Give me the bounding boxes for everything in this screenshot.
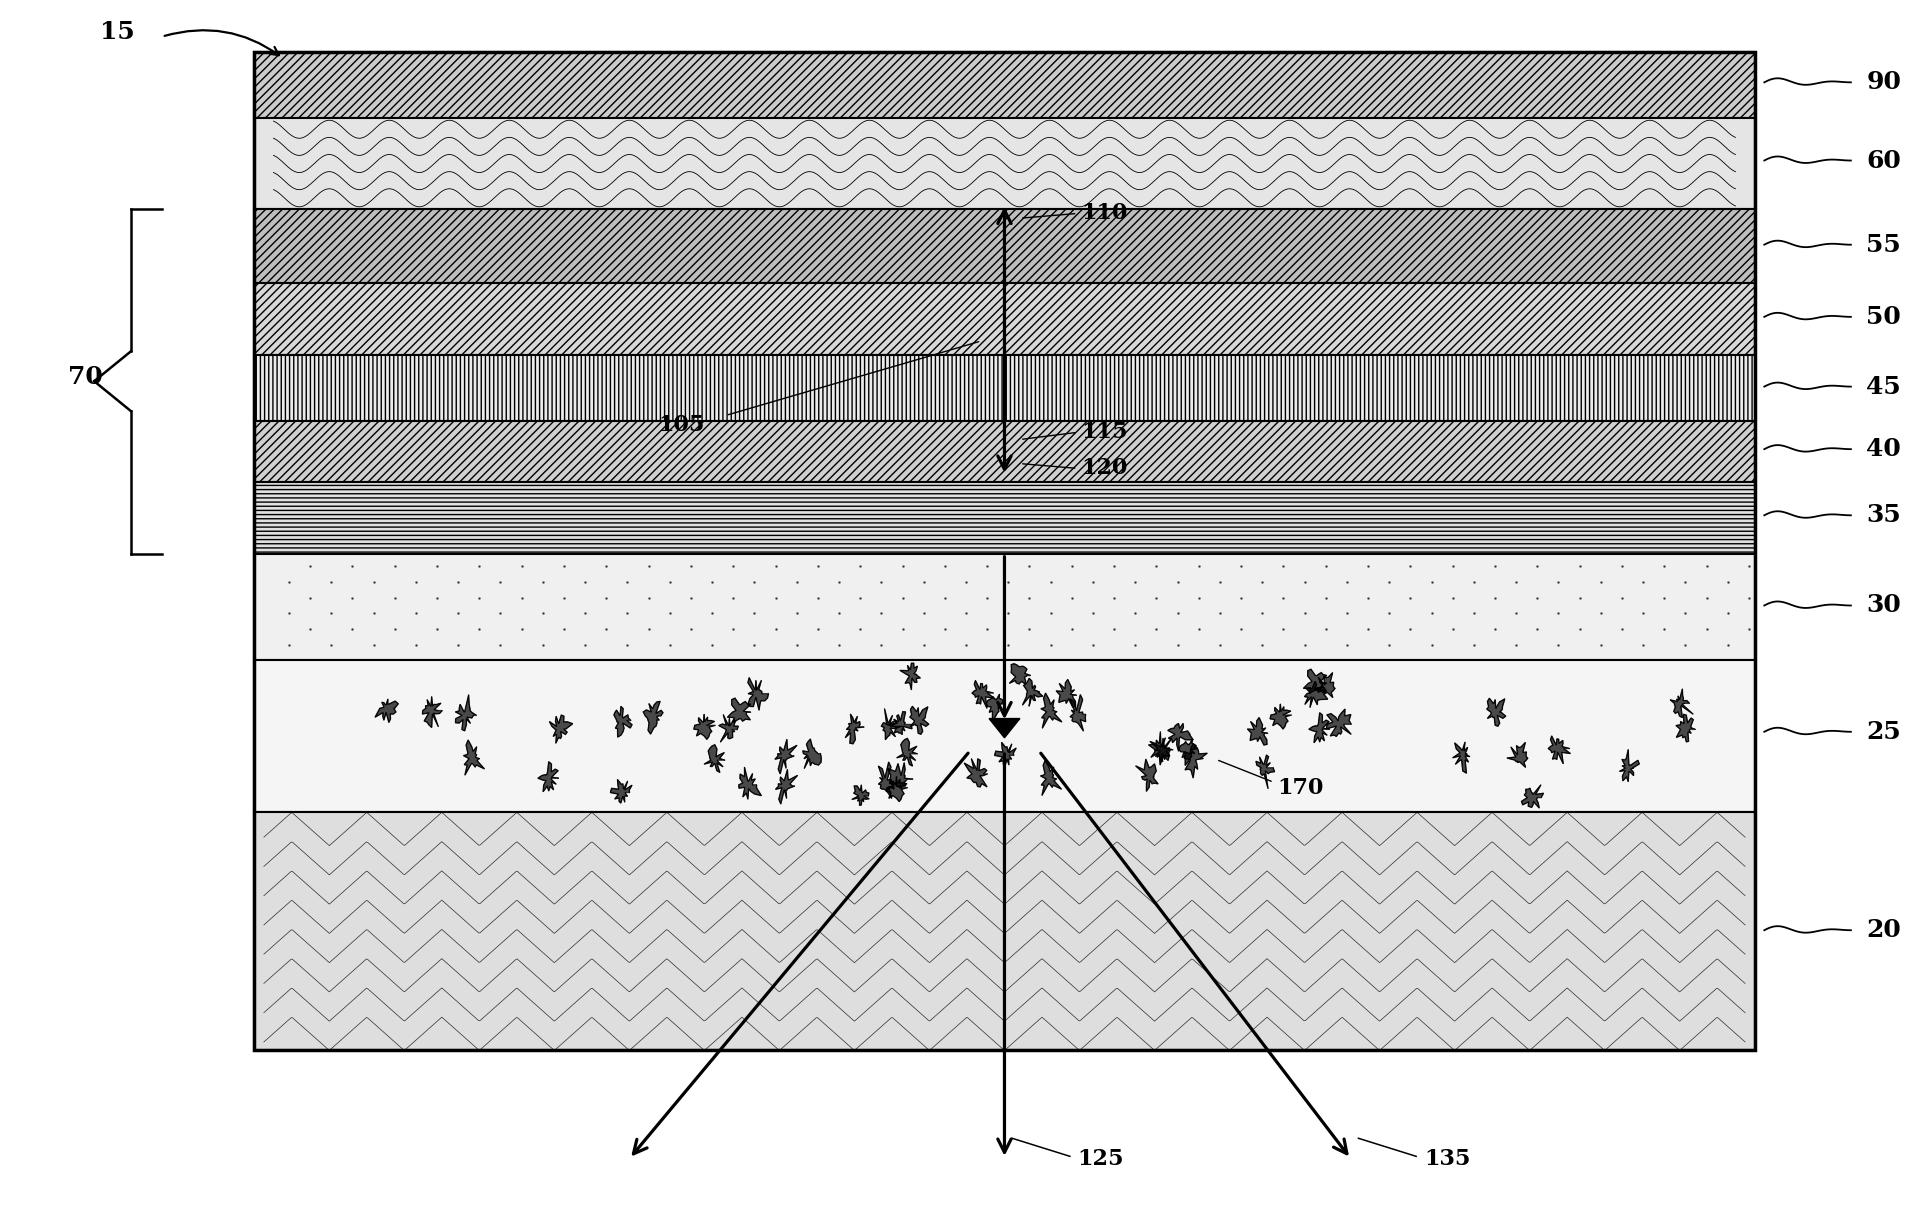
Polygon shape <box>879 762 895 798</box>
Polygon shape <box>1150 737 1173 765</box>
Bar <box>255 421 1754 482</box>
Bar <box>255 482 1754 553</box>
Text: 35: 35 <box>1866 504 1901 527</box>
Polygon shape <box>738 767 761 799</box>
Text: 110: 110 <box>1082 202 1128 224</box>
Polygon shape <box>549 714 572 744</box>
Polygon shape <box>887 763 914 788</box>
Polygon shape <box>775 769 798 804</box>
Bar <box>255 52 1754 119</box>
Polygon shape <box>464 740 485 775</box>
Polygon shape <box>910 706 929 734</box>
Polygon shape <box>423 696 442 728</box>
Polygon shape <box>775 740 798 774</box>
Text: 15: 15 <box>100 19 135 44</box>
Polygon shape <box>1041 693 1063 728</box>
Text: 105: 105 <box>659 414 705 436</box>
Text: 135: 135 <box>1424 1148 1470 1170</box>
Bar <box>255 208 1754 283</box>
Polygon shape <box>375 699 398 723</box>
Polygon shape <box>1522 785 1544 808</box>
Text: 120: 120 <box>1082 458 1128 480</box>
Text: 50: 50 <box>1866 305 1901 329</box>
Text: 90: 90 <box>1866 70 1901 94</box>
Text: 20: 20 <box>1866 918 1901 942</box>
Text: 25: 25 <box>1866 719 1901 744</box>
Polygon shape <box>1041 761 1061 796</box>
Polygon shape <box>611 780 632 803</box>
Polygon shape <box>964 759 987 787</box>
Text: 125: 125 <box>1078 1148 1124 1170</box>
Text: 170: 170 <box>1277 777 1323 799</box>
Polygon shape <box>852 785 869 805</box>
Polygon shape <box>1256 754 1275 788</box>
Polygon shape <box>1453 742 1470 773</box>
Polygon shape <box>456 695 477 730</box>
Text: 70: 70 <box>68 365 102 389</box>
Polygon shape <box>995 742 1016 765</box>
Polygon shape <box>1070 695 1086 731</box>
Text: 115: 115 <box>1082 421 1128 443</box>
Polygon shape <box>1327 710 1350 736</box>
Text: 45: 45 <box>1866 374 1901 398</box>
Bar <box>255 119 1754 208</box>
Polygon shape <box>989 718 1020 737</box>
Polygon shape <box>1507 742 1528 768</box>
Polygon shape <box>1304 670 1327 694</box>
Polygon shape <box>900 664 920 690</box>
Polygon shape <box>1619 750 1638 781</box>
Text: 55: 55 <box>1866 233 1901 257</box>
Polygon shape <box>972 681 995 708</box>
Polygon shape <box>1022 678 1043 706</box>
Polygon shape <box>614 706 632 737</box>
Polygon shape <box>1167 723 1194 751</box>
Polygon shape <box>1675 714 1696 742</box>
Bar <box>255 813 1754 1050</box>
Polygon shape <box>1184 744 1208 777</box>
Polygon shape <box>881 708 902 740</box>
Polygon shape <box>804 739 821 769</box>
Polygon shape <box>537 762 558 792</box>
Polygon shape <box>748 678 769 710</box>
Bar <box>255 660 1754 813</box>
Bar <box>255 355 1754 421</box>
Text: 40: 40 <box>1866 437 1901 461</box>
Polygon shape <box>1150 731 1173 762</box>
Polygon shape <box>1136 759 1157 791</box>
Bar <box>255 52 1754 1050</box>
Polygon shape <box>896 739 918 767</box>
Polygon shape <box>887 712 912 735</box>
Polygon shape <box>987 694 1005 721</box>
Polygon shape <box>1548 736 1571 764</box>
Polygon shape <box>1057 679 1076 707</box>
Polygon shape <box>1488 699 1505 727</box>
Bar <box>255 283 1754 355</box>
Polygon shape <box>887 776 908 802</box>
Polygon shape <box>1308 713 1329 742</box>
Polygon shape <box>703 745 724 773</box>
Polygon shape <box>846 714 864 744</box>
Polygon shape <box>643 701 663 734</box>
Polygon shape <box>1179 739 1196 765</box>
Polygon shape <box>728 698 752 723</box>
Bar <box>255 553 1754 660</box>
Polygon shape <box>1009 664 1030 684</box>
Text: 30: 30 <box>1866 593 1901 618</box>
Polygon shape <box>694 714 715 740</box>
Polygon shape <box>1314 672 1335 698</box>
Polygon shape <box>1671 689 1692 718</box>
Polygon shape <box>1269 704 1291 729</box>
Polygon shape <box>719 714 738 742</box>
Text: 60: 60 <box>1866 149 1901 172</box>
Polygon shape <box>1304 682 1327 707</box>
Polygon shape <box>1248 718 1267 745</box>
